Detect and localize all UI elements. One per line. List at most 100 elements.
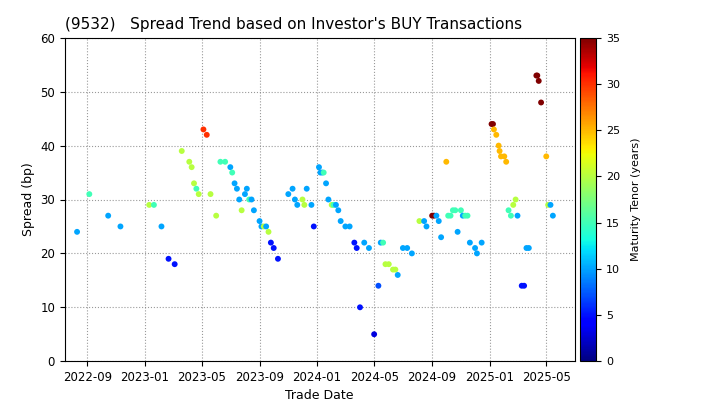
Point [306,202,318,208]
Point [340,223,351,230]
Point [333,207,344,214]
Point [308,223,320,230]
Point [318,169,330,176]
Point [510,196,521,203]
Point [436,234,447,241]
Point [452,228,464,235]
Text: (9532)   Spread Trend based on Investor's BUY Transactions: (9532) Spread Trend based on Investor's … [65,18,522,32]
Point [476,239,487,246]
Point [188,180,199,186]
Point [282,191,294,197]
Point [459,212,471,219]
Point [505,212,517,219]
Point [547,212,559,219]
Point [486,121,498,127]
Point [301,185,312,192]
Point [387,266,399,273]
Point [265,239,276,246]
Point [426,212,438,219]
Point [156,223,167,230]
Point [272,255,284,262]
Point [225,164,236,171]
Point [268,244,279,251]
Point [248,207,260,214]
Point [449,207,461,214]
Point [420,223,432,230]
Point [328,202,339,208]
Point [163,255,174,262]
Point [287,185,298,192]
Point [363,244,374,251]
Point [383,261,395,268]
Point [169,261,181,268]
Point [447,207,459,214]
Point [495,153,507,160]
Point [263,228,274,235]
Point [414,218,426,224]
Point [493,142,505,149]
Point [433,218,444,224]
Point [516,282,528,289]
Point [258,223,269,230]
Point [445,212,456,219]
Point [441,158,452,165]
Point [377,239,389,246]
Point [487,121,499,127]
Point [323,196,334,203]
Point [253,218,265,224]
Point [344,223,356,230]
Point [359,239,370,246]
X-axis label: Trade Date: Trade Date [285,389,354,402]
Point [220,158,231,165]
Point [231,185,243,192]
Point [535,99,546,106]
Point [315,169,326,176]
Point [379,261,391,268]
Point [531,72,542,79]
Point [418,218,430,224]
Point [442,212,454,219]
Point [186,164,197,171]
Point [241,185,253,192]
Point [191,185,202,192]
Point [176,147,187,154]
Point [354,304,366,311]
Point [494,147,505,154]
Point [299,202,310,208]
Point [261,223,272,230]
Point [503,207,514,214]
Point [193,191,204,197]
Point [317,169,328,176]
Point [348,239,360,246]
Point [335,218,346,224]
Y-axis label: Spread (bp): Spread (bp) [22,163,35,236]
Point [464,239,476,246]
Point [84,191,95,197]
Y-axis label: Maturity Tenor (years): Maturity Tenor (years) [631,138,641,261]
Point [500,158,512,165]
Point [102,212,114,219]
Point [375,239,387,246]
Point [533,78,544,84]
Point [498,153,510,160]
Point [392,272,403,278]
Point [401,244,413,251]
Point [542,202,554,208]
Point [390,266,401,273]
Point [239,191,251,197]
Point [471,250,482,257]
Point [397,244,409,251]
Point [297,196,308,203]
Point [531,72,543,79]
Point [233,196,245,203]
Point [201,131,212,138]
Point [204,191,216,197]
Point [512,212,523,219]
Point [198,126,210,133]
Point [229,180,240,186]
Point [462,212,473,219]
Point [114,223,126,230]
Point [457,212,469,219]
Point [490,131,502,138]
Point [243,196,255,203]
